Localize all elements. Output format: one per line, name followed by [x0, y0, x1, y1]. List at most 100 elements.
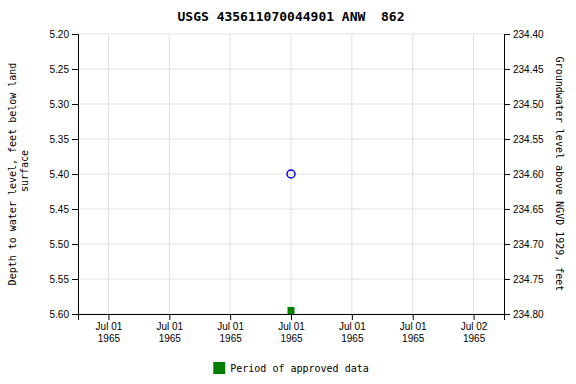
y2-tick: 234.60: [504, 169, 544, 180]
tick-label-line: 1965: [463, 333, 486, 344]
tick-mark: [474, 314, 475, 320]
title: USGS 435611070044901 ANW 862: [178, 9, 405, 24]
grid: [78, 34, 504, 314]
square-point: [288, 307, 295, 314]
y-tick: 5.25: [50, 64, 78, 75]
x-tick: Jul 021965: [461, 314, 488, 344]
tick-mark: [504, 139, 510, 140]
axis-line: [72, 35, 79, 315]
y-axis: 5.20 5.25 5.30 5.35 5.40 5.45 5.50 5.55 5.60: [50, 29, 79, 320]
y-axis-title: Depth to water level, feet below land su…: [7, 63, 30, 286]
tick-mark: [72, 244, 78, 245]
y2-tick: 234.50: [504, 99, 544, 110]
tick-mark: [413, 314, 414, 320]
x-tick: Jul 011965: [156, 314, 183, 344]
y2-tick: 234.40: [504, 29, 544, 40]
y-tick: 5.60: [50, 309, 78, 320]
y-tick: 5.35: [50, 134, 78, 145]
y-tick-label: 5.35: [50, 134, 70, 145]
marks: [287, 170, 295, 314]
tick-mark: [352, 314, 353, 320]
x-tick: Jul 011965: [217, 314, 244, 344]
chart: Jul 011965Jul 011965Jul 011965Jul 011965…: [0, 0, 576, 384]
tick-label-line: 1965: [98, 333, 121, 344]
x-tick-label: Jul 011965: [156, 321, 183, 344]
tick-mark: [72, 209, 78, 210]
tick-mark: [504, 174, 510, 175]
series: [287, 170, 295, 178]
grid-line: [291, 34, 292, 314]
legend: Period of approved data: [213, 362, 368, 374]
y-tick-label: 5.20: [50, 29, 70, 40]
y2-tick-label: 234.60: [513, 169, 544, 180]
tick-mark: [504, 69, 510, 70]
grid-line: [230, 34, 231, 314]
y2-axis-title: Groundwater level above NGVD 1929, feet: [554, 57, 565, 292]
y-tick-label: 5.60: [50, 309, 70, 320]
tick-label-line: Jul 01: [339, 321, 366, 332]
y-tick: 5.45: [50, 204, 78, 215]
tick-mark: [504, 209, 510, 210]
tick-mark: [504, 104, 510, 105]
x-tick-label: Jul 021965: [461, 321, 488, 344]
grid-line: [473, 34, 474, 314]
tick-mark: [230, 314, 231, 320]
tick-label-line: Jul 01: [400, 321, 427, 332]
tick-label-line: Jul 01: [96, 321, 123, 332]
y2-tick-label: 234.40: [513, 29, 544, 40]
x-axis: Jul 011965Jul 011965Jul 011965Jul 011965…: [79, 314, 505, 344]
tick-label-line: 1965: [341, 333, 364, 344]
axis-line: [79, 315, 505, 321]
grid-line: [169, 34, 170, 314]
y2-tick: 234.80: [504, 309, 544, 320]
tick-mark: [72, 174, 78, 175]
y2-tick-label: 234.45: [513, 64, 544, 75]
y-tick-label: 5.50: [50, 239, 70, 250]
legend-swatch: [213, 362, 225, 374]
y2-tick: 234.65: [504, 204, 544, 215]
x-tick: Jul 011965: [400, 314, 427, 344]
tick-label-line: 1965: [280, 333, 303, 344]
grid-line: [351, 34, 352, 314]
y2-axis: 234.80234.75234.70234.65234.60234.55234.…: [504, 29, 544, 320]
y-tick-label: 5.45: [50, 204, 70, 215]
grid-line: [108, 34, 109, 314]
tick-mark: [72, 34, 78, 35]
y2-tick-label: 234.75: [513, 274, 544, 285]
plot: Jul 011965Jul 011965Jul 011965Jul 011965…: [7, 29, 565, 344]
grid-line: [412, 34, 413, 314]
series: [288, 307, 295, 314]
tick-label-line: Jul 01: [156, 321, 183, 332]
axis-title-line: Depth to water level, feet below land: [7, 63, 18, 286]
x-tick-label: Jul 011965: [339, 321, 366, 344]
tick-mark: [72, 69, 78, 70]
y-tick: 5.50: [50, 239, 78, 250]
legend-label: Period of approved data: [230, 363, 368, 374]
y-tick: 5.20: [50, 29, 78, 40]
y-tick: 5.30: [50, 99, 78, 110]
y2-tick: 234.55: [504, 134, 544, 145]
tick-mark: [108, 314, 109, 320]
x-tick-label: Jul 011965: [400, 321, 427, 344]
tick-label-line: Jul 01: [217, 321, 244, 332]
y2-tick-label: 234.65: [513, 204, 544, 215]
y-tick-label: 5.30: [50, 99, 70, 110]
y2-tick-label: 234.80: [513, 309, 544, 320]
x-tick: Jul 011965: [96, 314, 123, 344]
tick-label-line: 1965: [402, 333, 425, 344]
y2-tick: 234.75: [504, 274, 544, 285]
tick-label-line: 1965: [159, 333, 182, 344]
x-tick-label: Jul 011965: [96, 321, 123, 344]
y-tick-label: 5.40: [50, 169, 70, 180]
tick-mark: [72, 104, 78, 105]
tick-mark: [504, 244, 510, 245]
tick-mark: [169, 314, 170, 320]
tick-label-line: Jul 02: [461, 321, 488, 332]
tick-label-line: Jul 01: [278, 321, 305, 332]
tick-mark: [504, 34, 510, 35]
axis-title-line: surface: [19, 150, 30, 198]
tick-mark: [72, 139, 78, 140]
y-tick-label: 5.55: [50, 274, 70, 285]
tick-mark: [72, 279, 78, 280]
y-tick-label: 5.25: [50, 64, 70, 75]
